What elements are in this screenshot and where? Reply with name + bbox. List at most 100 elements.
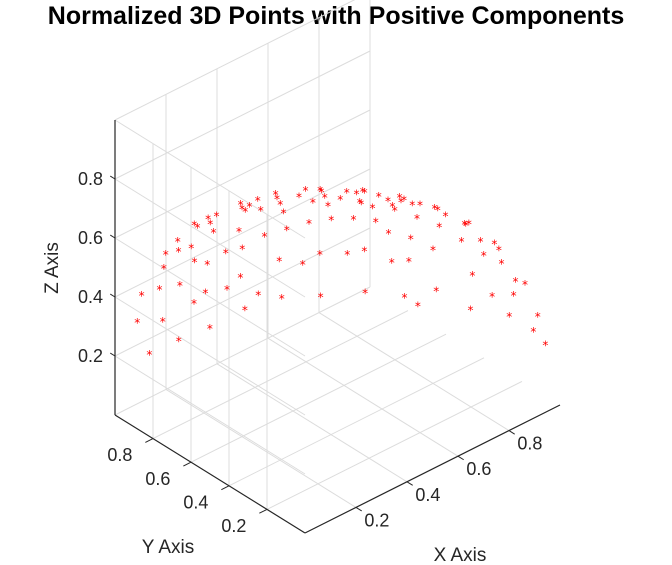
data-point: * <box>274 193 280 207</box>
z-axis-label: Z Axis <box>42 242 63 294</box>
data-point: * <box>499 257 505 271</box>
data-point: * <box>385 195 391 209</box>
data-point: * <box>522 278 528 292</box>
data-point: * <box>255 194 261 208</box>
data-point: * <box>204 258 210 272</box>
data-point: * <box>176 334 182 348</box>
data-point: * <box>239 202 245 216</box>
z-tick-mark <box>109 352 116 357</box>
data-point: * <box>296 191 302 205</box>
data-point: * <box>357 196 363 210</box>
z-tick-mark <box>109 234 116 239</box>
data-point: * <box>310 196 316 210</box>
data-point: * <box>300 258 306 272</box>
back-wall-grid-horizontal <box>114 178 306 298</box>
x-tick-mark <box>508 430 515 435</box>
z-tick-label: 0.2 <box>78 346 103 366</box>
z-tick-mark <box>109 175 116 180</box>
data-point: * <box>459 235 465 249</box>
data-point: * <box>389 256 395 270</box>
data-point: * <box>258 204 264 218</box>
floor-grid-line-x <box>216 363 408 483</box>
floor-grid-line-x <box>318 312 510 432</box>
data-point: * <box>443 209 449 223</box>
data-point: * <box>134 316 140 330</box>
data-point: * <box>491 237 497 251</box>
data-point: * <box>462 218 468 232</box>
x-tick-label: 0.8 <box>517 434 542 454</box>
z-tick-label: 0.4 <box>78 287 103 307</box>
x-axis-line <box>304 404 561 534</box>
top-back-edge <box>114 119 306 239</box>
y-tick-label: 0.8 <box>107 445 132 465</box>
right-wall-grid-horizontal <box>114 168 371 298</box>
data-point: * <box>402 291 408 305</box>
data-point: * <box>430 244 436 258</box>
data-point: * <box>146 348 152 362</box>
data-point: * <box>223 246 229 260</box>
right-wall-grid-horizontal <box>114 227 371 357</box>
data-point: * <box>207 218 213 232</box>
data-point: * <box>161 262 167 276</box>
data-point: * <box>160 315 166 329</box>
data-point: * <box>436 221 442 235</box>
y-tick-label: 0.4 <box>183 492 208 512</box>
y-axis-label: Y Axis <box>142 537 194 558</box>
data-point: * <box>542 339 548 353</box>
data-point: * <box>469 269 475 283</box>
data-point: * <box>392 204 398 218</box>
x-tick-label: 0.2 <box>364 510 389 530</box>
floor-grid-line-y <box>228 357 485 487</box>
x-tick-mark <box>457 455 464 461</box>
floor-grid-line-x <box>267 337 459 457</box>
y-tick-label: 0.6 <box>145 469 170 489</box>
data-point: * <box>192 256 198 270</box>
data-point: * <box>246 200 252 214</box>
data-point: * <box>344 248 350 262</box>
back-wall-grid-horizontal <box>114 355 306 475</box>
data-points: ****** *** ************** * *************** *… <box>134 184 548 362</box>
data-point: * <box>468 303 474 317</box>
data-point: * <box>351 213 357 227</box>
data-point: * <box>242 205 248 219</box>
data-point: * <box>175 235 181 249</box>
data-point: * <box>401 194 407 208</box>
data-point: * <box>238 198 244 212</box>
data-point: * <box>344 186 350 200</box>
data-point: * <box>466 218 472 232</box>
chart-title: Normalized 3D Points with Positive Compo… <box>48 2 624 30</box>
data-point: * <box>214 209 220 223</box>
tick-labels: 0.2 0.2 0.2 0.4 0.4 0.4 0.6 0.6 0.6 0.8 0.8 0.8 <box>78 169 542 536</box>
data-point: * <box>481 249 487 263</box>
data-point: * <box>376 190 382 204</box>
data-point: * <box>408 232 414 246</box>
data-point: * <box>417 198 423 212</box>
data-point: * <box>496 243 502 257</box>
data-point: * <box>463 219 469 233</box>
data-point: * <box>433 284 439 298</box>
data-point: * <box>318 290 324 304</box>
z-tick-mark <box>109 293 116 298</box>
data-point: * <box>317 184 323 198</box>
data-point: * <box>139 289 145 303</box>
data-point: * <box>358 198 364 212</box>
z-tick-label: 0.8 <box>78 169 103 189</box>
data-point: * <box>207 322 213 336</box>
top-right-edge <box>114 0 356 121</box>
data-point: * <box>176 245 182 259</box>
floor-grid-line-y <box>266 380 523 510</box>
data-point: * <box>373 216 379 230</box>
back-wall-grid-horizontal <box>114 237 306 357</box>
data-point: * <box>362 186 368 200</box>
floor-grid-line-x <box>165 388 357 508</box>
data-point: * <box>415 299 421 313</box>
data-point: * <box>362 286 368 300</box>
data-point: * <box>370 201 376 215</box>
data-point: * <box>224 283 230 297</box>
data-point: * <box>205 212 211 226</box>
data-point: * <box>262 230 268 244</box>
data-point: * <box>211 226 217 240</box>
data-point: * <box>513 275 519 289</box>
x-axis-label: X Axis <box>434 545 487 565</box>
